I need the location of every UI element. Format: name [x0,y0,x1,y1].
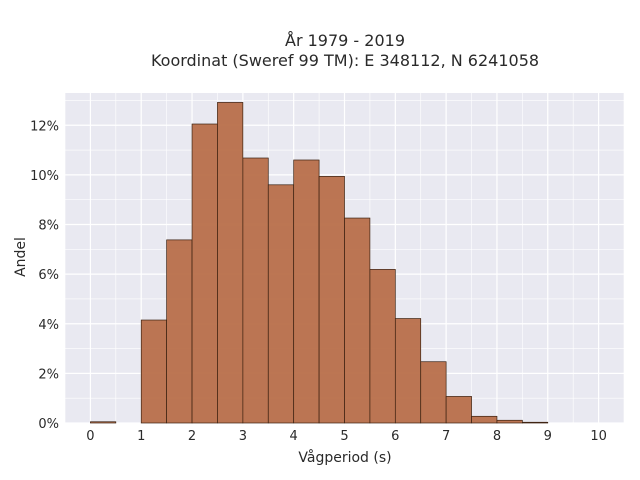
histogram-bar [369,269,396,424]
y-axis-label: Andel [13,237,29,277]
histogram-bar [318,176,345,424]
histogram-bar [496,419,523,424]
x-tick-label: 7 [442,429,450,444]
histogram-bar [344,217,371,424]
histogram-bar [191,123,218,424]
histogram-bar [522,421,549,424]
histogram-bar [140,319,167,424]
x-tick-label: 3 [239,429,247,444]
y-tick-label: 6% [38,268,59,283]
histogram-bar [242,157,269,424]
y-tick-label: 2% [38,367,59,382]
x-tick-label: 8 [493,429,501,444]
x-tick-label: 0 [86,429,94,444]
x-tick-label: 2 [188,429,196,444]
y-tick-label: 10% [30,169,59,184]
histogram-bar [471,415,498,424]
bars [90,102,549,424]
x-tick-label: 6 [391,429,399,444]
histogram-bar [445,396,472,424]
histogram-bar [394,318,422,424]
histogram-bar [420,361,447,424]
y-tick-label: 8% [38,219,59,234]
y-tick-label: 12% [30,119,59,134]
chart-title: År 1979 - 2019 [285,31,405,50]
histogram-bar [267,184,295,424]
x-axis-ticks: 0 1 2 3 4 5 6 7 8 9 10 [86,429,607,444]
x-axis-label: Vågperiod (s) [298,449,391,466]
x-tick-label: 5 [340,429,348,444]
x-tick-label: 4 [290,429,298,444]
chart-subtitle: Koordinat (Sweref 99 TM): E 348112, N 62… [151,51,539,70]
y-axis-ticks: 0% 2% 4% 6% 8% 10% 12% [30,119,59,432]
histogram-bar [166,239,193,424]
x-tick-label: 10 [590,429,607,444]
histogram-bar [217,102,244,424]
x-tick-label: 1 [137,429,145,444]
y-tick-label: 4% [38,318,59,333]
histogram-bar [293,159,320,424]
x-tick-label: 9 [544,429,552,444]
y-tick-label: 0% [38,417,59,432]
histogram-bar [90,421,117,424]
